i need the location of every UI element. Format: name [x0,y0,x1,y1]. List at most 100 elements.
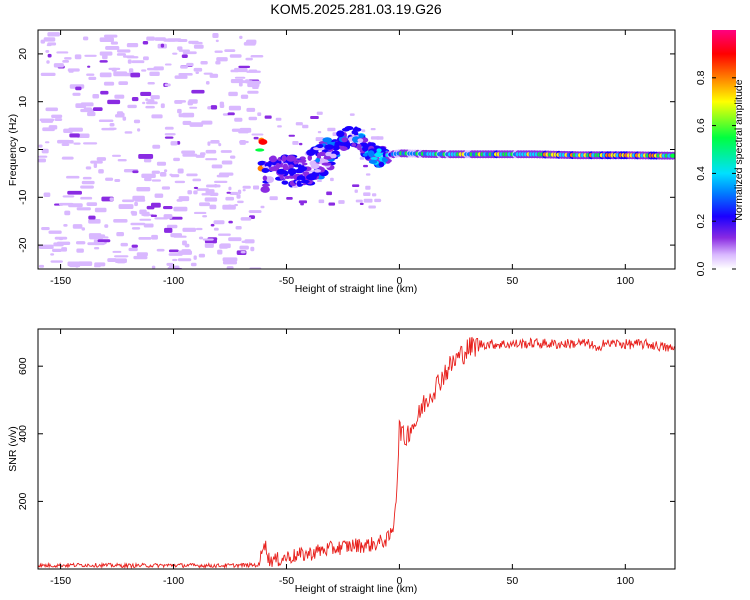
spectrogram-noise-cell [66,175,80,179]
spectrogram-noise-cell [168,249,179,253]
spectrogram-noise-cell [38,144,43,148]
spectrogram-noise-cell [41,227,50,231]
spectrogram-noise-cell [94,207,107,213]
spectrogram-ridge-cell [306,149,316,157]
spectrogram-noise-cell [131,60,145,64]
spectrogram-ridge-cell [297,164,302,169]
spectrogram-noise-cell [160,103,165,109]
snr-y-ticks: 200 400 600 [17,357,675,510]
spectrogram-noise-cell [47,53,52,58]
spectrogram-noise-cell [131,96,139,102]
spectrogram-noise-cell [250,54,264,58]
spectrogram-ridge-cell [279,174,284,180]
spectrogram-noise-cell [40,119,54,123]
spectrogram-noise-cell [237,189,242,195]
spectrogram-noise-cell [248,69,258,73]
spectrogram-noise-cell [85,166,92,170]
spectrogram-noise-cell [182,227,197,232]
spectrogram-noise-cell [128,247,138,252]
spectrogram-x-ticks: -150 -100 -50 0 50 100 [50,30,634,287]
spectrogram-noise-cell [236,194,241,199]
spectrogram-noise-cell [244,79,250,84]
spectrogram-noise-cell [181,54,188,59]
spectrogram-noise-cell [193,211,207,215]
spectrogram-ridge-cell [670,153,675,158]
spectrogram-ridge-cell [281,180,289,185]
spectrogram-noise-cell [114,94,125,99]
spectrogram-noise-cell [119,112,125,117]
snr-y-tick-label: 400 [17,425,29,443]
spectrogram-noise-cell [253,185,260,190]
spectrogram-noise-cell [113,71,128,77]
spectrogram-noise-cell [156,248,165,252]
snr-x-tick-label: -150 [50,575,71,587]
spectrogram-noise-cell [230,78,244,84]
spectrogram-ridge-cell [300,179,310,184]
spectrogram-noise-cell [222,257,238,262]
spectrogram-noise-cell [172,52,178,55]
spectrogram-noise-cell [75,103,87,108]
spectrogram-ridge-cell [281,155,287,162]
spectrogram-noise-cell [250,246,255,252]
spectrogram-noise-cell [240,217,252,221]
spectrogram-noise-cell [132,170,139,174]
spectrogram-noise-cell [193,67,203,72]
spectrogram-noise-cell [178,73,193,76]
spectrogram-ridge-cell [307,154,313,161]
spectrogram-noise-cell [288,134,295,137]
spectrogram-noise-cell [328,202,336,206]
spectrogram-noise-cell [167,38,182,42]
snr-x-tick-label: 100 [617,575,635,587]
colorbar-tick-label: 0.8 [695,70,707,85]
spectrogram-noise-cell [96,157,107,161]
spectrogram-noise-cell [159,172,167,177]
spectrogram-noise-cell [253,136,259,140]
spectrogram-noise-cell [46,60,50,64]
spectrogram-noise-cell [94,262,106,267]
spectrogram-noise-cell [81,227,86,231]
spectrogram-noise-cell [149,71,160,77]
spectrogram-noise-cell [363,192,371,196]
spectrogram-ridge-cell [266,176,275,184]
spectrogram-ridge-cell [261,183,271,187]
spectrogram-noise-cell [164,83,171,87]
spectrogram-noise-cell [105,46,120,50]
spectrogram-noise-layer [38,32,384,269]
spectrogram-noise-cell [239,245,249,250]
spectrogram-ridge-cell [268,166,278,172]
spectrogram-noise-cell [77,261,93,266]
spectrogram-noise-cell [178,113,190,118]
spectrogram-noise-cell [98,169,104,174]
spectrogram-noise-cell [193,44,204,49]
snr-line-layer [38,336,675,569]
spectrogram-noise-cell [248,116,258,121]
spectrogram-noise-cell [199,202,210,207]
spectrogram-noise-cell [145,98,149,102]
spectrogram-noise-cell [177,46,183,51]
spectrogram-y-label: Frequency (Hz) [7,114,19,186]
spectrogram-noise-cell [156,161,167,166]
spectrogram-noise-cell [242,188,246,192]
spectrogram-noise-cell [47,42,57,46]
spectrogram-noise-cell [143,158,152,163]
spectrogram-noise-cell [195,154,205,158]
spectrogram-noise-cell [117,159,127,162]
spectrogram-noise-cell [318,199,325,204]
spectrogram-noise-cell [130,72,141,78]
spectrogram-noise-cell [234,117,243,122]
spectrogram-noise-cell [88,219,101,224]
spectrogram-noise-cell [203,72,213,75]
spectrogram-noise-cell [38,158,46,163]
spectrogram-noise-cell [48,230,62,234]
spectrogram-noise-cell [239,35,243,40]
spectrogram-ridge-cell [321,162,332,166]
colorbar-ticks: 0.0 0.2 0.4 0.6 0.8 [695,70,736,276]
spectrogram-noise-cell [242,185,251,189]
spectrogram-x-tick-label: -50 [279,275,294,287]
spectrogram-noise-cell [151,170,160,174]
spectrogram-noise-cell [238,131,249,134]
spectrogram-noise-cell [213,227,219,231]
spectrogram-noise-cell [122,199,135,203]
spectrogram-ridge-cell [374,152,383,158]
spectrogram-noise-cell [365,185,371,190]
